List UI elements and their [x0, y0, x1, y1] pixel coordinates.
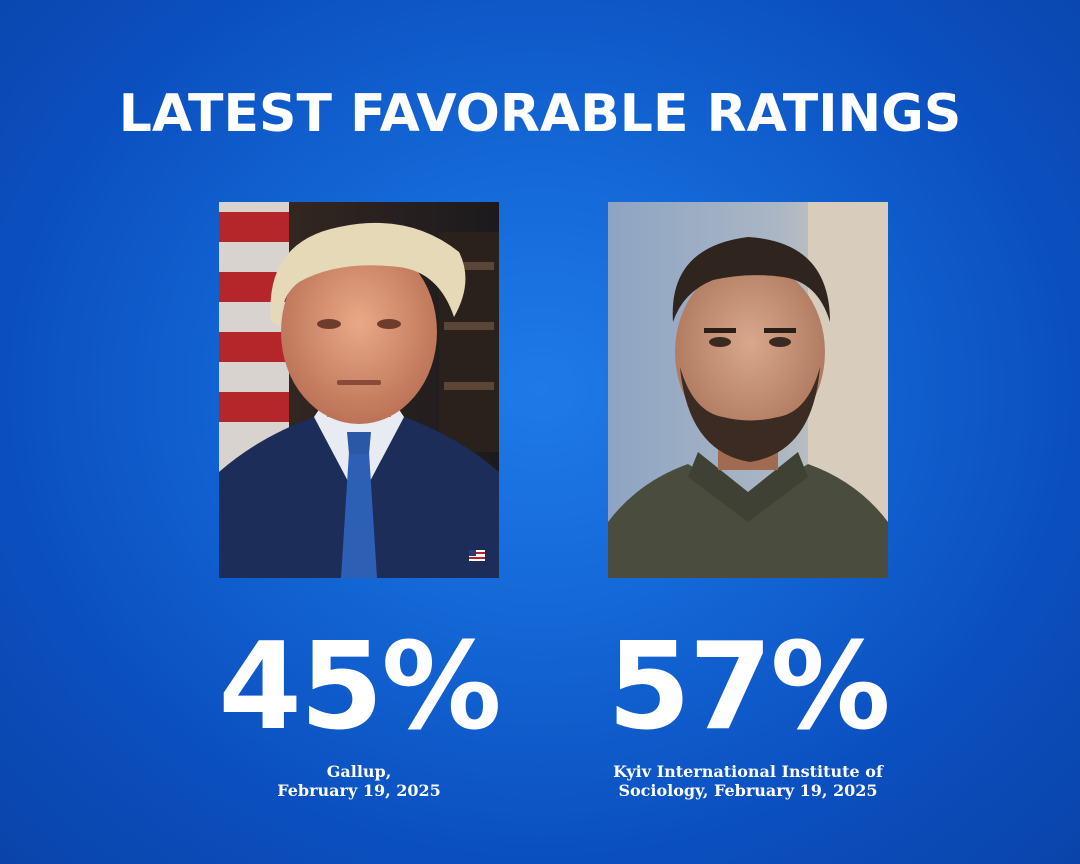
source-left: Gallup, February 19, 2025: [159, 762, 559, 800]
rating-left: 45%: [218, 618, 501, 757]
portrait-suit-flag-icon: [219, 202, 499, 578]
source-right-line1: Kyiv International Institute of: [613, 762, 883, 781]
portrait-photo-left: [219, 202, 499, 578]
source-right: Kyiv International Institute of Sociolog…: [548, 762, 948, 800]
rating-right: 57%: [607, 618, 890, 757]
portrait-olive-fleece-icon: [608, 202, 888, 578]
source-left-line2: February 19, 2025: [277, 781, 441, 800]
source-right-line2: Sociology, February 19, 2025: [618, 781, 878, 800]
page-title: LATEST FAVORABLE RATINGS: [118, 84, 962, 144]
portrait-photo-right: [608, 202, 888, 578]
source-left-line1: Gallup,: [326, 762, 392, 781]
